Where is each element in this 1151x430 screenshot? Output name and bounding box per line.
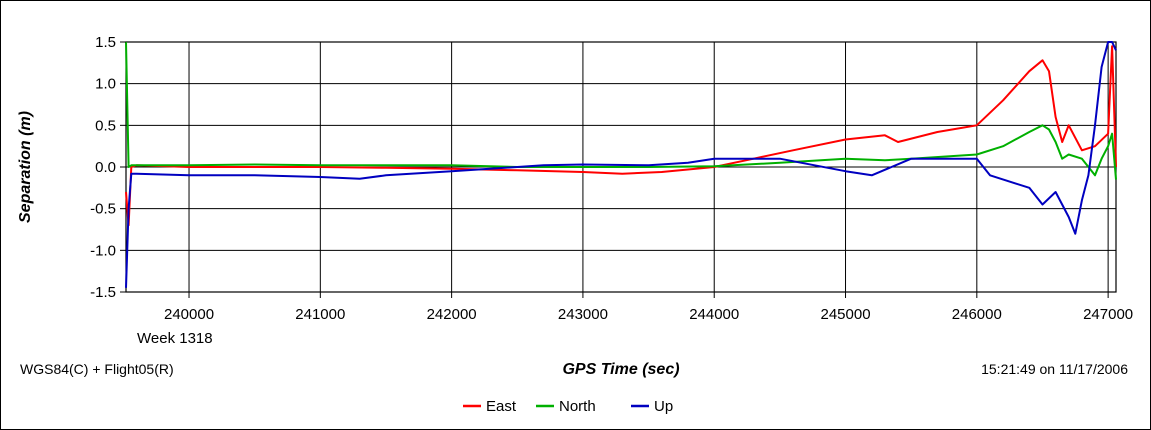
x-axis-ticks: 240000 241000 242000 243000 244000 245000 2460… bbox=[164, 292, 1133, 323]
datum-label: WGS84(C) + Flight05(R) bbox=[20, 361, 174, 377]
x-tick-label: 243000 bbox=[558, 306, 608, 323]
series-layer bbox=[125, 41, 1117, 288]
week-label: Week 1318 bbox=[137, 330, 213, 347]
y-tick-label: 0.5 bbox=[95, 117, 116, 134]
y-axis-ticks: 1.5 1.0 0.5 0.0 -0.5 -1.0 -1.5 bbox=[90, 34, 126, 301]
x-tick-label: 242000 bbox=[427, 306, 477, 323]
legend-label-up: Up bbox=[654, 398, 673, 415]
legend-label-north: North bbox=[559, 398, 596, 415]
y-tick-label: 1.0 bbox=[95, 76, 116, 93]
series-line-north bbox=[125, 41, 1117, 180]
y-tick-label: -1.0 bbox=[90, 242, 116, 259]
x-tick-label: 247000 bbox=[1083, 306, 1133, 323]
y-tick-label: -0.5 bbox=[90, 201, 116, 218]
series-line-up bbox=[125, 41, 1117, 288]
timestamp-label: 15:21:49 on 11/17/2006 bbox=[981, 361, 1128, 377]
y-axis-title: Separation (m) bbox=[17, 111, 34, 223]
x-tick-label: 246000 bbox=[952, 306, 1002, 323]
x-tick-label: 241000 bbox=[295, 306, 345, 323]
x-axis-title: GPS Time (sec) bbox=[562, 361, 679, 378]
legend: East North Up bbox=[463, 398, 673, 415]
legend-label-east: East bbox=[486, 398, 517, 415]
x-tick-label: 245000 bbox=[820, 306, 870, 323]
x-tick-label: 240000 bbox=[164, 306, 214, 323]
y-tick-label: -1.5 bbox=[90, 284, 116, 301]
x-tick-label: 244000 bbox=[689, 306, 739, 323]
y-tick-label: 0.0 bbox=[95, 159, 116, 176]
series-line-east bbox=[125, 45, 1117, 227]
y-tick-label: 1.5 bbox=[95, 34, 116, 51]
